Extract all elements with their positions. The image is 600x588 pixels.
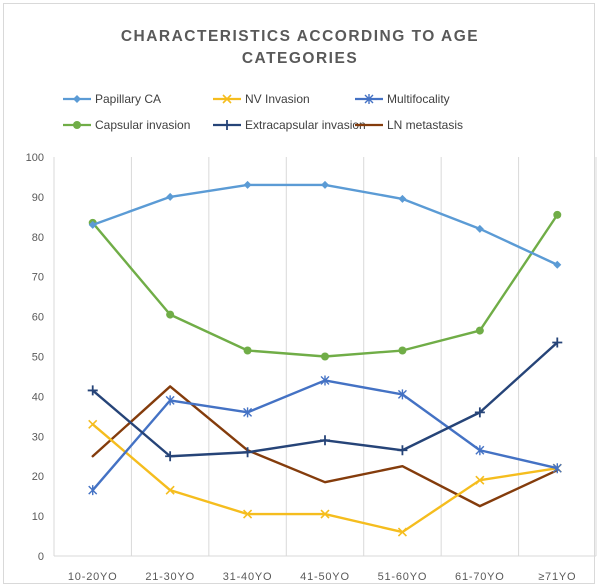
data-point-nv-invasion — [475, 475, 485, 485]
legend-item-papillary-ca: Papillary CA — [62, 91, 161, 107]
data-point-extracapsular-invasion — [87, 385, 98, 396]
x-tick-label: 41-50YO — [300, 571, 350, 583]
legend-item-nv-invasion: NV Invasion — [212, 91, 310, 107]
data-point-nv-invasion — [243, 509, 253, 519]
y-tick-label: 10 — [32, 511, 44, 523]
x-tick-label: 61-70YO — [455, 571, 505, 583]
series-ln-metastasis — [91, 385, 559, 508]
data-point-papillary-ca — [88, 220, 97, 229]
y-tick-label: 0 — [38, 551, 44, 563]
series-line-ln-metastasis — [91, 385, 559, 508]
legend-item-capsular-invasion: Capsular invasion — [62, 117, 190, 133]
y-tick-label: 100 — [26, 152, 44, 164]
legend-label-nv-invasion: NV Invasion — [245, 92, 310, 106]
legend-label-extracapsular-invasion: Extracapsular invasion — [245, 118, 366, 132]
legend-marker-capsular-invasion — [73, 121, 81, 129]
legend-item-multifocality: Multifocality — [354, 91, 450, 107]
chart-title-line-2: CATEGORIES — [241, 50, 359, 67]
series-papillary-ca — [88, 180, 562, 269]
y-tick-label: 60 — [32, 312, 44, 324]
y-tick-label: 80 — [32, 232, 44, 244]
data-point-capsular-invasion — [475, 326, 484, 335]
legend-swatch-ln-metastasis — [355, 123, 383, 127]
data-point-papillary-ca — [166, 192, 175, 201]
legend-marker-multifocality — [364, 94, 374, 104]
data-point-multifocality — [397, 389, 407, 400]
legend-swatch-papillary-ca — [63, 95, 91, 103]
data-point-papillary-ca — [321, 180, 329, 189]
data-point-extracapsular-invasion — [552, 337, 563, 348]
data-point-multifocality — [552, 463, 562, 474]
series-line-papillary-ca — [91, 183, 559, 266]
y-tick-label: 30 — [32, 431, 44, 443]
series-multifocality — [88, 375, 562, 496]
series-extracapsular-invasion — [87, 337, 563, 462]
legend-marker-extracapsular-invasion — [222, 120, 232, 130]
y-tick-label: 90 — [32, 192, 44, 204]
legend-swatch-extracapsular-invasion — [213, 120, 241, 130]
legend-item-extracapsular-invasion: Extracapsular invasion — [212, 117, 366, 133]
legend-marker-nv-invasion — [222, 94, 232, 104]
data-point-papillary-ca — [398, 194, 407, 203]
x-tick-label: 31-40YO — [223, 571, 273, 583]
x-tick-label: 51-60YO — [378, 571, 428, 583]
y-tick-label: 70 — [32, 272, 44, 284]
data-point-capsular-invasion — [243, 346, 252, 355]
legend: Papillary CA NV Invasion Multifocality Caps… — [0, 0, 600, 140]
data-point-capsular-invasion — [553, 210, 562, 219]
data-point-extracapsular-invasion — [242, 447, 253, 458]
y-tick-label: 50 — [32, 352, 44, 364]
data-point-extracapsular-invasion — [397, 445, 408, 456]
legend-label-ln-metastasis: LN metastasis — [387, 118, 464, 132]
chart-frame — [3, 3, 595, 584]
data-point-multifocality — [88, 485, 98, 496]
data-point-extracapsular-invasion — [165, 451, 176, 462]
y-tick-label: 40 — [32, 391, 44, 403]
data-point-multifocality — [320, 375, 330, 386]
legend-item-ln-metastasis: LN metastasis — [354, 117, 463, 133]
data-point-nv-invasion — [165, 485, 175, 495]
data-point-extracapsular-invasion — [320, 435, 330, 446]
legend-swatch-multifocality — [355, 94, 383, 104]
data-point-nv-invasion — [397, 527, 407, 537]
legend-swatch-capsular-invasion — [63, 121, 91, 129]
data-point-papillary-ca — [553, 260, 562, 269]
data-point-extracapsular-invasion — [474, 407, 485, 418]
legend-label-papillary-ca: Papillary CA — [95, 92, 162, 106]
legend-marker-papillary-ca — [73, 95, 81, 103]
chart-title-line-1: CHARACTERISTICS ACCORDING TO AGE — [120, 28, 480, 45]
data-point-papillary-ca — [475, 224, 484, 233]
chart-title: CHARACTERISTICS ACCORDING TO AGE CATEGOR… — [0, 26, 600, 70]
data-point-multifocality — [243, 407, 253, 418]
data-point-nv-invasion — [88, 419, 98, 429]
data-point-papillary-ca — [243, 180, 252, 189]
series-nv-invasion — [88, 419, 562, 537]
legend-label-multifocality: Multifocality — [387, 92, 450, 106]
data-point-nv-invasion — [320, 509, 330, 519]
data-point-multifocality — [165, 395, 175, 406]
series-line-capsular-invasion — [91, 213, 559, 358]
data-point-capsular-invasion — [398, 346, 407, 355]
x-tick-label: ≥71YO — [538, 571, 576, 583]
data-point-capsular-invasion — [166, 310, 175, 319]
data-point-multifocality — [475, 445, 485, 456]
data-point-capsular-invasion — [321, 352, 329, 361]
legend-label-capsular-invasion: Capsular invasion — [95, 118, 191, 132]
legend-swatch-nv-invasion — [213, 94, 241, 104]
x-tick-label: 10-20YO — [68, 571, 118, 583]
x-tick-label: 21-30YO — [145, 571, 195, 583]
y-tick-label: 20 — [32, 471, 44, 483]
